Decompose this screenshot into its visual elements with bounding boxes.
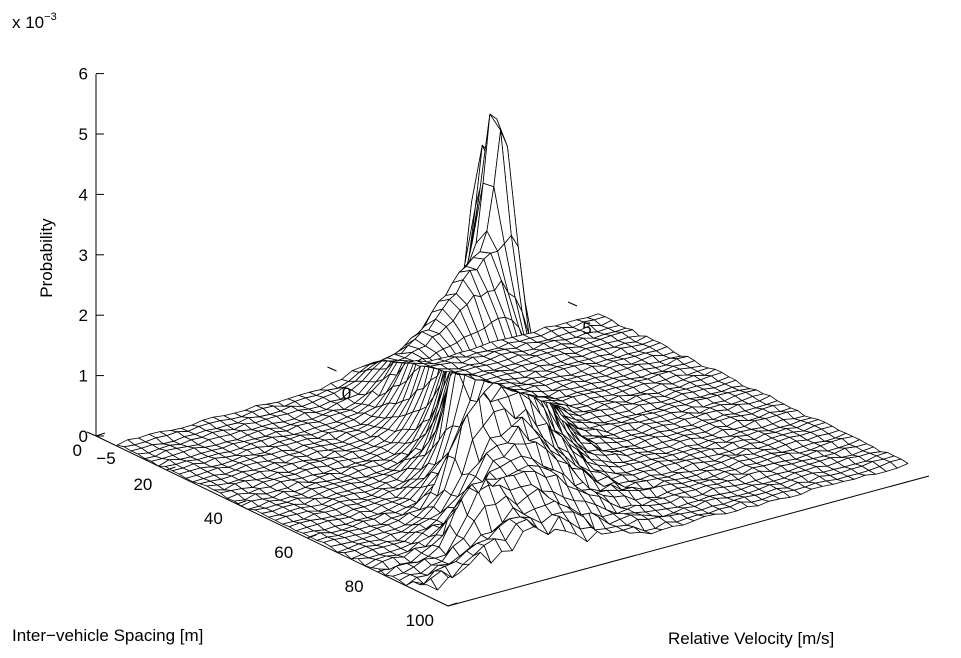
z-scale-factor: x 10−3: [12, 11, 57, 32]
spacing-tick-label: 0: [73, 441, 82, 460]
velocity-tick-label: −5: [96, 449, 115, 468]
velocity-tick-label: 0: [342, 384, 351, 403]
velocity-axis-line: [447, 475, 930, 607]
velocity-tick-mark: [567, 301, 578, 307]
velocity-tick-mark: [86, 431, 97, 437]
velocity-tick-mark: [327, 366, 337, 372]
spacing-tick-label: 80: [345, 577, 364, 596]
spacing-tick-label: 40: [204, 509, 223, 528]
spacing-tick-mark: [166, 466, 176, 471]
z-tick-label: 6: [79, 65, 88, 84]
spacing-tick-mark: [236, 500, 246, 505]
spacing-tick-label: 60: [274, 543, 293, 562]
spacing-tick-mark: [447, 602, 458, 607]
velocity-axis-title: Relative Velocity [m/s]: [668, 629, 834, 648]
surface-cell: [587, 313, 606, 321]
spacing-tick-label: 20: [133, 475, 152, 494]
spacing-tick-label: 100: [406, 611, 434, 630]
spacing-tick-mark: [307, 534, 317, 539]
z-tick-label: 3: [79, 246, 88, 265]
z-tick-label: 5: [79, 125, 88, 144]
spacing-tick-mark: [95, 432, 106, 437]
z-axis-ticks: 0 1 2 3 4 5 6: [79, 65, 104, 446]
spacing-tick-mark: [377, 568, 387, 573]
velocity-tick-label: 5: [582, 319, 591, 338]
probability-surface-mesh: [116, 113, 909, 591]
spacing-axis-ticks: 0 20 40 60 80 100: [73, 432, 458, 630]
z-tick-label: 4: [79, 185, 88, 204]
velocity-axis-ticks: −5 0 5: [86, 301, 592, 468]
z-tick-label: 0: [79, 427, 88, 446]
z-axis-title: Probability: [37, 218, 56, 298]
z-tick-label: 2: [79, 306, 88, 325]
spacing-axis-line: [95, 435, 449, 607]
spacing-axis-title: Inter−vehicle Spacing [m]: [12, 626, 203, 645]
z-tick-label: 1: [79, 367, 88, 386]
